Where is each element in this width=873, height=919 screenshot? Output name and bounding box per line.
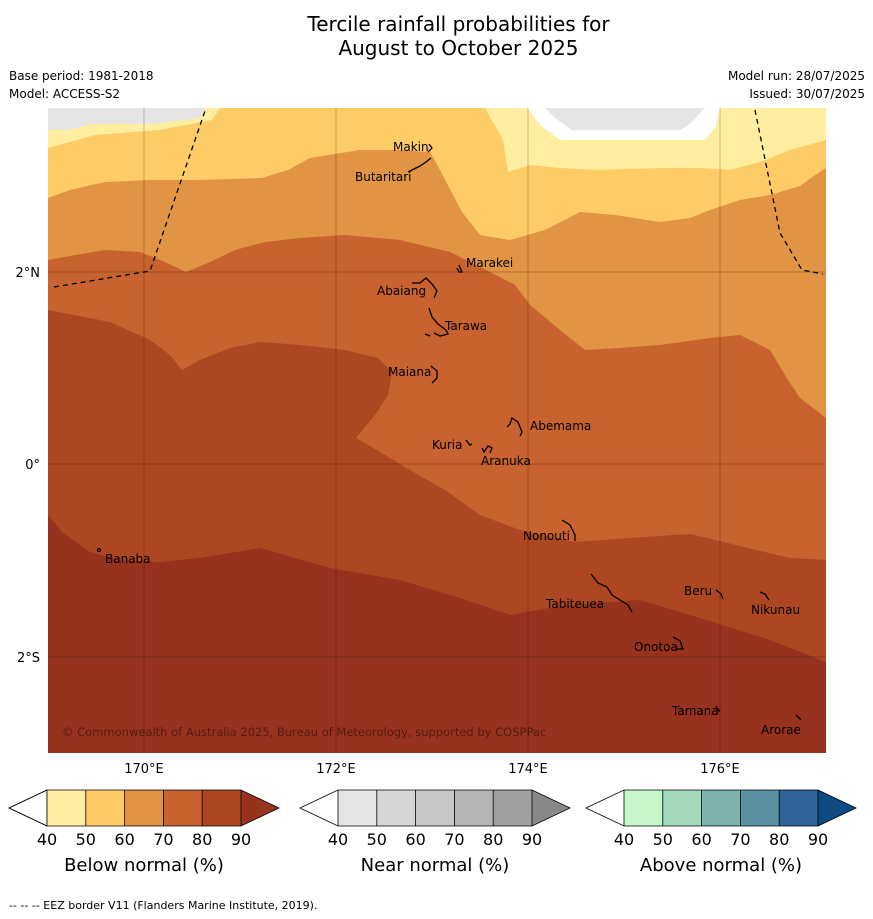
legend-below-tick-70: 70 (153, 830, 173, 849)
graticule (48, 108, 826, 753)
label-tarawa: Tarawa (444, 319, 487, 333)
legend-near-tick-80: 80 (483, 830, 503, 849)
legend-below-tick-80: 80 (192, 830, 212, 849)
legend-near-normal: 40 50 60 70 80 90 Near normal (%) (299, 789, 571, 876)
legend-near-tick-70: 70 (444, 830, 464, 849)
label-beru: Beru (684, 584, 712, 598)
legend-above-swatch-2 (662, 790, 702, 826)
legend-above-swatch-3 (701, 790, 741, 826)
legend-above-tick-90: 90 (808, 830, 828, 849)
axis-labels: 170°E 172°E 174°E 176°E 2°N 0° 2°S (16, 266, 740, 777)
legend-near-tick-60: 60 (405, 830, 425, 849)
legend-above-swatch-1 (624, 790, 663, 826)
legend-above-tick-60: 60 (691, 830, 711, 849)
issued-date: Issued: 30/07/2025 (749, 87, 865, 101)
legend-near-swatch-4 (454, 790, 494, 826)
island-outlines (96, 143, 802, 721)
label-tabiteuea: Tabiteuea (545, 597, 604, 611)
lon-tick-174: 174°E (508, 762, 548, 777)
legend-below-tick-90: 90 (231, 830, 251, 849)
legend-near-tick-40: 40 (328, 830, 348, 849)
lat-tick-0: 0° (25, 458, 40, 473)
eez-border (53, 108, 824, 288)
place-labels: Makin Butaritari Marakei Abaiang Tarawa … (105, 140, 801, 737)
copyright-notice: © Commonwealth of Australia 2025, Bureau… (62, 725, 546, 739)
legend-below-swatch-5 (202, 790, 241, 826)
lon-tick-176: 176°E (700, 762, 740, 777)
lon-tick-172: 172°E (316, 762, 356, 777)
label-aranuka: Aranuka (481, 454, 531, 468)
label-banaba: Banaba (105, 552, 151, 566)
legend-above-swatch-over (818, 790, 856, 826)
base-period: Base period: 1981-2018 (9, 69, 154, 83)
meta-right: Model run: 28/07/2025 Issued: 30/07/2025 (728, 67, 865, 103)
label-nikunau: Nikunau (751, 603, 800, 617)
lon-tick-170: 170°E (124, 762, 164, 777)
label-onotoa: Onotoa (634, 640, 678, 654)
legend-below-swatch-under (8, 789, 48, 827)
near-normal-nw (48, 108, 205, 130)
legend-above-tick-70: 70 (730, 830, 750, 849)
legend-below-normal: 40 50 60 70 80 90 Below normal (%) (8, 789, 280, 876)
legend-above-swatch-under (586, 790, 624, 826)
label-arorae: Arorae (761, 723, 801, 737)
legend-near-swatch-over (532, 790, 570, 826)
legend-below-swatch-1 (47, 790, 86, 826)
label-abaiang: Abaiang (377, 284, 426, 298)
legend-above-swatch-4 (740, 790, 780, 826)
legend-near-swatch-under (300, 790, 338, 826)
title-line-1: Tercile rainfall probabilities for (307, 12, 610, 36)
probability-map: Makin Butaritari Marakei Abaiang Tarawa … (48, 108, 826, 753)
label-tamana: Tamana (671, 704, 719, 718)
legend-above-label: Above normal (%) (640, 855, 802, 876)
lat-tick-2s: 2°S (17, 651, 40, 666)
legend-below-tick-40: 40 (37, 830, 57, 849)
legend-below-tick-60: 60 (114, 830, 134, 849)
zone-above-90 (48, 515, 826, 753)
legend-near-swatch-3 (415, 790, 455, 826)
legend-below-label: Below normal (%) (64, 855, 224, 876)
legend-near-label: Near normal (%) (361, 855, 510, 876)
map-title: Tercile rainfall probabilities for Augus… (0, 12, 873, 60)
legend-above-normal: 40 50 60 70 80 90 Above normal (%) (585, 789, 857, 876)
legend-near-tick-50: 50 (367, 830, 387, 849)
legend-above-tick-50: 50 (653, 830, 673, 849)
legend-below-tick-50: 50 (76, 830, 96, 849)
title-line-2: August to October 2025 (338, 36, 579, 60)
label-butaritari: Butaritari (355, 170, 412, 184)
legend-above-tick-80: 80 (769, 830, 789, 849)
legend-above-tick-40: 40 (614, 830, 634, 849)
legend-above-swatch-5 (779, 790, 818, 826)
legend-near-tick-90: 90 (522, 830, 542, 849)
legend-below-swatch-over (241, 790, 279, 826)
model-name: Model: ACCESS-S2 (9, 87, 121, 101)
label-makin: Makin (393, 140, 429, 154)
label-maiana: Maiana (388, 365, 431, 379)
label-abemama: Abemama (530, 419, 591, 433)
legend-below-swatch-2 (85, 790, 125, 826)
legend-near-swatch-5 (493, 790, 532, 826)
legend-near-swatch-2 (376, 790, 416, 826)
label-nonouti: Nonouti (523, 529, 570, 543)
lat-tick-2n: 2°N (16, 266, 41, 281)
label-kuria: Kuria (432, 438, 463, 452)
label-marakei: Marakei (466, 256, 513, 270)
near-normal-ne (545, 108, 705, 130)
legend-below-swatch-4 (163, 790, 203, 826)
meta-left: Base period: 1981-2018 Model: ACCESS-S2 (9, 67, 154, 103)
model-run: Model run: 28/07/2025 (727, 69, 865, 83)
eez-footnote: -- -- -- EEZ border V11 (Flanders Marine… (9, 899, 318, 912)
legend-below-swatch-3 (124, 790, 164, 826)
legend-near-swatch-1 (338, 790, 377, 826)
